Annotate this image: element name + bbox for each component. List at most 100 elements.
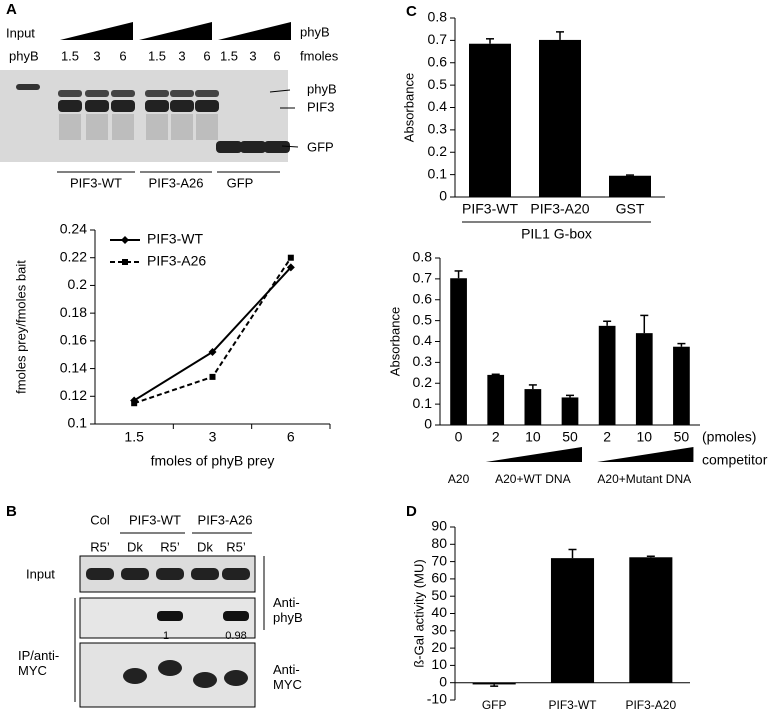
error-bar — [603, 320, 612, 326]
lane-label: 1.5 — [148, 48, 166, 63]
y-tick-label: 0.16 — [60, 332, 87, 348]
y-tick-label: 0.3 — [413, 353, 433, 369]
y-axis-label: Absorbance — [401, 73, 416, 142]
line — [133, 257, 292, 405]
quant: 0.98 — [225, 630, 246, 642]
wedge — [485, 447, 582, 462]
x-tick-label: 2 — [603, 429, 611, 445]
lane-label: 3 — [178, 48, 185, 63]
lane-label: R5’ — [90, 539, 110, 554]
error-bar — [491, 373, 500, 376]
group-label: A20+Mutant DNA — [597, 472, 691, 486]
band — [222, 568, 250, 580]
error-bar — [566, 394, 574, 398]
x-tick-label: 50 — [562, 429, 578, 445]
band — [86, 568, 114, 580]
marker — [208, 347, 217, 356]
error-bar — [528, 384, 537, 390]
error-bar — [568, 548, 577, 559]
y-axis-label: fmoles prey/fmoles bait — [13, 260, 28, 394]
error-bar — [486, 38, 494, 44]
smear — [112, 114, 134, 140]
legend-label: PIF3-A26 — [147, 253, 206, 269]
band — [264, 141, 290, 153]
y-tick-label: 0.24 — [60, 221, 87, 237]
wedge — [597, 447, 694, 462]
panel-letter: B — [6, 503, 17, 520]
lane-label: 6 — [273, 48, 280, 63]
y-tick-label: 0.4 — [413, 332, 433, 348]
x-tick-label: 10 — [525, 429, 541, 445]
antibody-label: Anti-MYC — [273, 662, 302, 692]
band — [123, 668, 147, 684]
y-tick-label: 40 — [431, 604, 447, 620]
wedge-label: competitor — [702, 452, 768, 468]
band — [223, 611, 249, 621]
group-label: A20 — [448, 472, 470, 486]
group-label: PIF3-WT — [70, 175, 122, 190]
y-tick-label: 0.2 — [428, 143, 448, 159]
y-tick-label: 0.7 — [428, 31, 448, 47]
marker — [131, 400, 138, 407]
band — [191, 568, 219, 580]
bar — [561, 397, 579, 425]
y-tick-label: 10 — [431, 656, 447, 672]
gel-label: phyB — [300, 24, 330, 39]
x-tick-label: GFP — [482, 698, 507, 712]
y-tick-label: 0.5 — [428, 76, 448, 92]
y-tick-label: 0.2 — [68, 276, 88, 292]
band — [58, 90, 82, 97]
y-tick-label: 0.12 — [60, 387, 87, 403]
y-tick-label: 0.5 — [413, 311, 433, 327]
x-axis-label: fmoles of phyB prey — [151, 453, 275, 469]
band — [216, 141, 242, 153]
band — [224, 670, 248, 686]
legend-marker — [122, 259, 128, 265]
error-bar — [640, 314, 649, 334]
y-tick-label: 0 — [424, 416, 432, 432]
y-axis-label: ß-Gal activity (MU) — [411, 559, 426, 667]
band-label: PIF3 — [307, 99, 334, 114]
band — [170, 100, 194, 112]
lane-label: Dk — [127, 539, 143, 554]
x-tick-label: PIF3-A20 — [625, 698, 676, 712]
error-bar — [626, 174, 634, 176]
band — [85, 90, 109, 97]
error-bar — [454, 270, 463, 279]
band — [145, 100, 169, 112]
y-tick-label: 50 — [431, 587, 447, 603]
band — [158, 660, 182, 676]
x-tick-label: 1.5 — [124, 429, 144, 445]
leader — [281, 145, 299, 148]
gel-label: fmoles — [300, 48, 339, 63]
marker — [287, 254, 294, 261]
bar — [550, 558, 595, 683]
bar — [450, 278, 467, 425]
marker — [286, 263, 295, 272]
group-label: PIF3-A26 — [149, 175, 204, 190]
y-tick-label: 0.8 — [428, 9, 448, 25]
y-tick-label: 20 — [431, 639, 447, 655]
y-tick-label: 0.1 — [68, 415, 88, 431]
error-bar — [490, 684, 499, 687]
y-tick-label: 0.14 — [60, 359, 87, 375]
band — [111, 90, 135, 97]
x-tick-label: 0 — [455, 429, 463, 445]
y-tick-label: 0.1 — [428, 165, 448, 181]
smear — [86, 114, 108, 140]
y-tick-label: 0.18 — [60, 304, 87, 320]
y-tick-label: 0.4 — [428, 98, 448, 114]
band — [170, 90, 194, 97]
x-tick-label: PIF3-WT — [462, 201, 518, 217]
bar — [487, 374, 505, 425]
band — [193, 672, 217, 688]
y-tick-label: 0.7 — [413, 270, 433, 286]
row-label: Input — [26, 566, 55, 581]
x-tick-label: 10 — [636, 429, 652, 445]
band — [16, 84, 40, 90]
y-tick-label: 0.22 — [60, 248, 87, 264]
band — [58, 100, 82, 112]
y-tick-label: 80 — [431, 535, 447, 551]
